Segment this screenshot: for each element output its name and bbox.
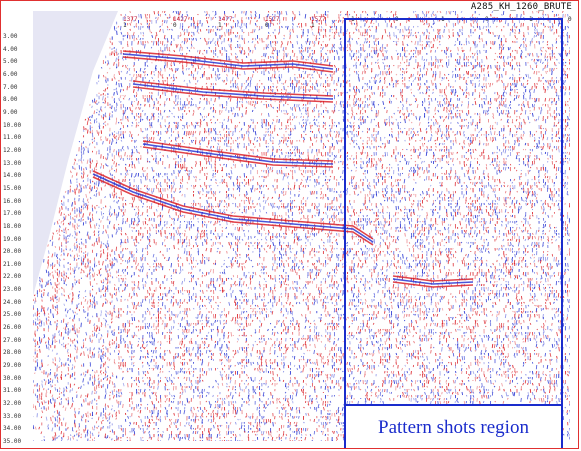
section-title: A285_KH_1260_BRUTE: [470, 2, 572, 12]
time-label: 20.00: [3, 248, 22, 256]
reflector: [132, 86, 334, 103]
trace-label-bottom: 1: [311, 22, 315, 29]
time-label: 30.00: [3, 374, 22, 382]
trace-label: 1427 0: [173, 17, 187, 29]
reflector: [122, 56, 334, 73]
reflector: [142, 146, 334, 168]
time-label: 8.00: [3, 96, 18, 104]
seismic-section: [33, 11, 570, 441]
time-axis: 3.00 4.00 5.00 6.00 7.00 8.00 9.00 10.00 11.00 12…: [1, 33, 33, 445]
trace-label-top: 1577: [311, 16, 326, 23]
reflector: [392, 275, 474, 282]
reflector: [122, 53, 334, 70]
time-label: 15.00: [3, 184, 22, 192]
trace-label-top: 1377: [123, 16, 138, 23]
trace-label-bottom: 0: [568, 16, 572, 23]
time-label: 11.00: [3, 134, 22, 142]
reflector: [142, 143, 334, 165]
time-label: 28.00: [3, 349, 22, 357]
reflector: [92, 170, 374, 240]
time-label: 10.00: [3, 121, 22, 129]
mute-zone: [33, 11, 118, 296]
trace-label-bottom: 0: [265, 22, 269, 29]
trace-label-top: 1427: [173, 16, 188, 23]
reflector: [142, 140, 334, 162]
reflector: [122, 50, 334, 67]
time-label: 7.00: [3, 83, 18, 91]
time-label: 12.00: [3, 146, 22, 154]
time-label: 27.00: [3, 336, 22, 344]
time-label: 34.00: [3, 425, 22, 433]
trace-label-bottom: 0: [173, 22, 177, 29]
reflector: [132, 83, 334, 100]
trace-label: 1577 1: [311, 17, 325, 29]
region-label-box: Pattern shots region: [346, 404, 561, 448]
time-label: 22.00: [3, 273, 22, 281]
time-label: 3.00: [3, 33, 18, 40]
trace-label: 1377 1: [123, 17, 137, 29]
reflector: [392, 281, 474, 288]
time-label: 25.00: [3, 311, 22, 319]
time-label: 24.00: [3, 298, 22, 306]
trace-label-top: 1477: [218, 16, 233, 23]
trace-label: 0: [568, 17, 572, 23]
time-label: 16.00: [3, 197, 22, 205]
time-label: 4.00: [3, 45, 18, 53]
time-label: 6.00: [3, 70, 18, 78]
time-label: 18.00: [3, 222, 22, 230]
pattern-shots-region-box: [344, 18, 563, 448]
reflector: [92, 173, 374, 243]
reflector: [132, 80, 334, 97]
trace-label-bottom: 1: [123, 22, 127, 29]
time-label: 21.00: [3, 260, 22, 268]
time-label: 32.00: [3, 400, 22, 408]
trace-label-bottom: 1: [218, 22, 222, 29]
time-label: 26.00: [3, 324, 22, 332]
time-label: 29.00: [3, 362, 22, 370]
time-label: 33.00: [3, 412, 22, 420]
reflector: [392, 278, 474, 285]
time-label: 14.00: [3, 172, 22, 180]
region-label: Pattern shots region: [378, 417, 529, 438]
trace-texture: [33, 11, 570, 441]
time-label: 17.00: [3, 210, 22, 218]
seismic-traces: [33, 11, 570, 441]
time-label: 23.00: [3, 286, 22, 294]
time-label: 13.00: [3, 159, 22, 167]
time-label: 19.00: [3, 235, 22, 243]
time-label: 5.00: [3, 58, 18, 66]
time-label: 31.00: [3, 387, 22, 395]
reflector: [92, 176, 374, 246]
trace-label: 1477 1: [218, 17, 232, 29]
time-label: 35.00: [3, 438, 22, 445]
time-label: 9.00: [3, 108, 18, 116]
